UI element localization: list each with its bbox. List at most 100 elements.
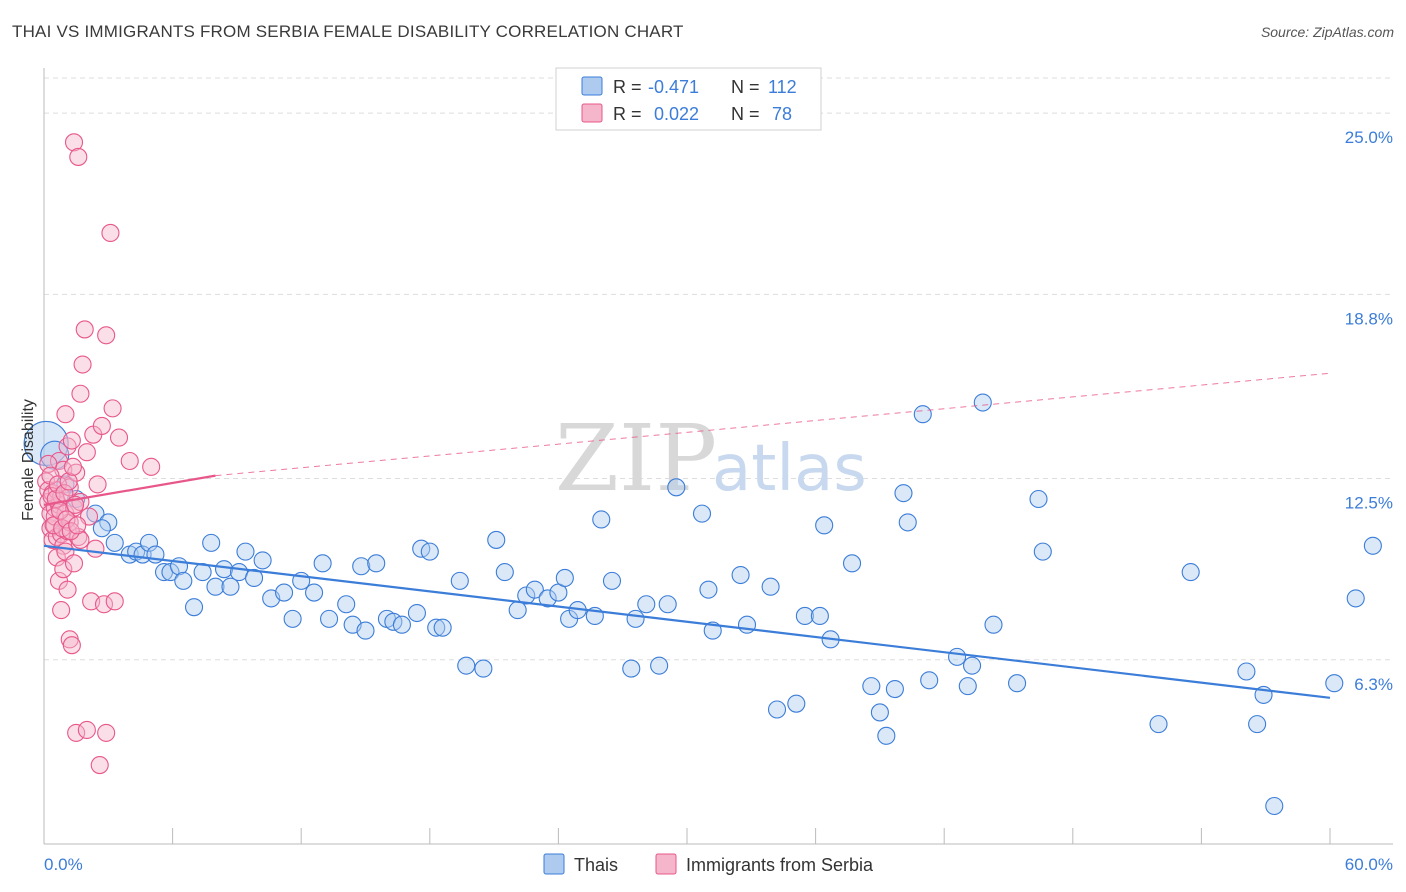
thais-point <box>767 700 787 719</box>
thais-point <box>963 656 982 675</box>
thais-point <box>913 405 932 424</box>
thais-point <box>1033 542 1052 561</box>
thais-point <box>787 694 806 713</box>
thais-point <box>1346 589 1365 608</box>
thais-point <box>870 703 889 722</box>
thais-point <box>420 542 439 561</box>
thais-point <box>305 583 324 602</box>
y-tick-labels: 6.3% 12.5% 18.8% 25.0% <box>1345 128 1393 694</box>
thais-point <box>202 533 221 552</box>
thais-point <box>1325 674 1344 693</box>
thais-point <box>229 563 249 582</box>
serbia-point <box>97 723 116 742</box>
serbia-point <box>92 416 111 435</box>
serbia-point <box>67 723 86 742</box>
thais-point <box>1181 563 1200 582</box>
thais-point <box>1363 536 1382 555</box>
thais-point <box>253 551 272 570</box>
thais-point <box>1029 489 1048 509</box>
stats-legend: R = -0.471 N = 112 R = 0.022 N = 78 <box>555 67 822 131</box>
bottom-swatch-thais <box>543 853 565 875</box>
legend-n-value-2: 78 <box>772 104 792 124</box>
thais-point <box>244 568 264 587</box>
serbia-point <box>109 428 129 447</box>
thais-point <box>450 571 469 590</box>
serbia-point <box>39 454 58 473</box>
thais-point <box>433 618 452 637</box>
thais-point <box>1149 715 1168 734</box>
serbia-point <box>57 510 76 529</box>
serbia-point <box>68 516 87 535</box>
thais-point <box>626 609 645 628</box>
serbia-point <box>62 636 81 655</box>
legend-r-label-2: R = <box>613 104 642 124</box>
trend-lines <box>43 372 1331 699</box>
y-tick-label: 6.3% <box>1354 675 1393 694</box>
thais-point <box>525 580 544 599</box>
serbia-point <box>52 601 71 620</box>
serbia-point <box>97 326 116 345</box>
thais-point <box>457 656 476 675</box>
thais-point <box>236 542 255 561</box>
serbia-point <box>120 451 139 471</box>
thais-point <box>877 726 896 745</box>
serbia-points <box>37 133 161 775</box>
serbia-point <box>75 320 94 339</box>
thais-point <box>692 504 712 523</box>
watermark-zip: ZIP <box>555 405 717 512</box>
thais-point <box>392 615 411 634</box>
thais-point <box>427 618 446 637</box>
serbia-point <box>54 560 73 579</box>
legend-r-value-2: 0.022 <box>654 104 699 124</box>
thais-point <box>337 595 356 614</box>
thais-point <box>637 595 656 614</box>
thais-point <box>592 510 611 529</box>
legend-swatch-thais <box>581 76 603 96</box>
serbia-point <box>77 443 96 462</box>
thais-point <box>731 565 750 585</box>
serbia-point <box>64 133 84 152</box>
y-tick-label: 18.8% <box>1345 309 1393 328</box>
thais-point <box>1008 674 1027 693</box>
x-tick-max: 60.0% <box>1345 855 1393 874</box>
legend-n-value-1: 112 <box>768 77 797 97</box>
thais-point <box>538 589 557 608</box>
serbia-point <box>103 399 122 418</box>
serbia-point <box>62 431 81 450</box>
thais-point <box>650 656 669 675</box>
y-tick-label: 12.5% <box>1345 494 1393 513</box>
thais-point <box>622 659 641 678</box>
y-tick-label: 25.0% <box>1345 128 1393 147</box>
thais-point <box>367 554 386 573</box>
thais-point <box>815 516 834 535</box>
thais-point <box>602 571 622 590</box>
thais-point <box>184 598 204 617</box>
serbia-point <box>64 554 84 573</box>
legend-swatch-serbia <box>581 103 603 123</box>
thais-point <box>973 393 992 412</box>
chart-title: THAI VS IMMIGRANTS FROM SERBIA FEMALE DI… <box>12 22 684 41</box>
thais-point <box>352 557 371 576</box>
legend-r-label-1: R = <box>613 77 642 97</box>
serbia-point <box>59 472 78 491</box>
thais-point <box>699 580 718 599</box>
watermark-atlas: atlas <box>712 432 867 506</box>
thais-point <box>92 519 111 538</box>
thais-point <box>1237 662 1256 681</box>
thais-point <box>105 533 124 552</box>
thais-point <box>356 621 375 640</box>
thais-point <box>1248 715 1267 734</box>
legend-n-label-1: N = <box>731 77 760 97</box>
thais-point <box>958 677 977 696</box>
thais-point <box>795 606 814 626</box>
thais-point <box>174 571 193 590</box>
y-axis-title: Female Disability <box>20 399 37 521</box>
thais-point <box>206 577 225 596</box>
thais-point <box>214 560 234 579</box>
serbia-point <box>90 756 109 775</box>
serbia-point <box>105 592 124 611</box>
x-tick-min: 0.0% <box>44 855 83 874</box>
thais-point <box>842 554 862 573</box>
serbia-point <box>101 223 120 243</box>
